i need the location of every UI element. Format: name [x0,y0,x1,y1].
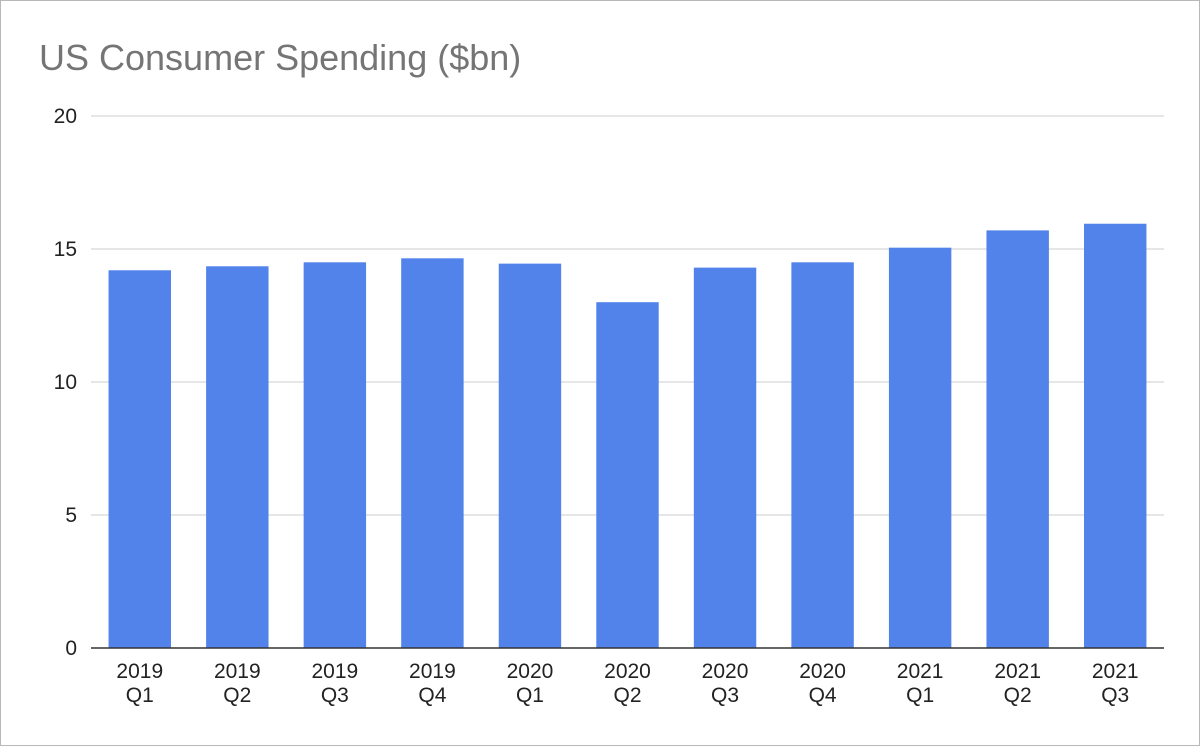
bar-2019-q4[interactable] [401,258,464,648]
bar-2020-q1[interactable] [498,263,562,648]
x-tick-label: 2021 Q1 [897,660,944,707]
y-tick-label: 10 [54,371,77,394]
x-tick-label: 2020 Q3 [702,660,749,707]
x-tick-label: 2021 Q3 [1092,660,1139,707]
y-tick-label: 20 [54,105,77,128]
bar-2019-q3[interactable] [303,262,367,648]
bar-2021-q1[interactable] [888,247,952,649]
bar-2021-q3[interactable] [1084,223,1147,649]
x-tick-label: 2020 Q2 [604,660,651,707]
x-tick-label: 2020 Q4 [799,660,846,707]
x-tick-label: 2019 Q4 [409,660,456,707]
bar-2020-q3[interactable] [693,267,757,648]
x-tick-label: 2020 Q1 [507,660,554,707]
x-tick-label: 2019 Q2 [214,660,261,707]
y-tick-label: 5 [65,504,77,527]
x-tick-label: 2019 Q3 [312,660,359,707]
bar-2020-q4[interactable] [791,262,854,648]
x-tick-label: 2021 Q2 [994,660,1041,707]
x-tick-label: 2019 Q1 [116,660,163,707]
bar-2021-q2[interactable] [986,230,1049,648]
chart-title: US Consumer Spending ($bn) [39,37,522,78]
bar-2020-q2[interactable] [596,302,659,648]
y-tick-label: 0 [65,637,77,660]
bar-2019-q1[interactable] [108,270,171,648]
bar-2019-q2[interactable] [206,266,269,648]
y-tick-label: 15 [54,238,77,261]
